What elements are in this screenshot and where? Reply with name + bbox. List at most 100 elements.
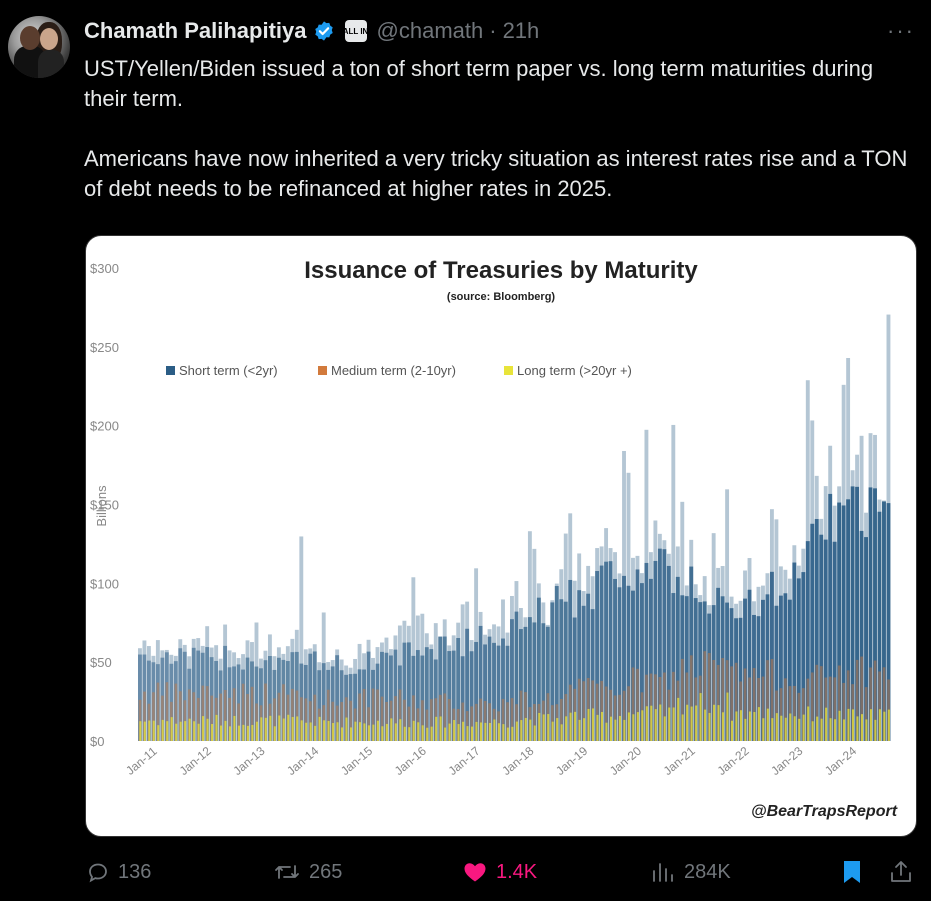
medium-term-bar bbox=[326, 689, 330, 741]
author-avatar[interactable] bbox=[8, 16, 70, 78]
medium-term-bar bbox=[362, 688, 366, 741]
legend-label-short: Short term (<2yr) bbox=[179, 363, 278, 378]
short-term-bar bbox=[716, 587, 721, 741]
short-term-bar bbox=[545, 626, 550, 741]
short-term-bar bbox=[518, 629, 523, 741]
medium-term-bar bbox=[860, 656, 863, 741]
more-options-icon[interactable]: ··· bbox=[887, 18, 915, 43]
y-tick-label: $0 bbox=[90, 734, 104, 749]
medium-term-bar bbox=[161, 695, 164, 741]
long-term-bar bbox=[471, 726, 474, 741]
long-term-bar bbox=[520, 720, 523, 741]
short-term-spike-bar bbox=[671, 424, 676, 741]
long-term-bar bbox=[255, 721, 258, 741]
heart-icon bbox=[464, 863, 486, 882]
bookmark-button[interactable] bbox=[840, 852, 872, 892]
long-term-bar bbox=[587, 708, 590, 741]
long-term-bar bbox=[435, 716, 438, 741]
x-tick-label: Jan-15 bbox=[338, 744, 375, 779]
short-term-bar bbox=[873, 488, 877, 741]
medium-term-bar bbox=[730, 666, 734, 741]
medium-term-bar bbox=[519, 690, 523, 741]
short-term-bar bbox=[254, 666, 259, 741]
short-term-bar bbox=[622, 575, 626, 741]
legend-swatch-long bbox=[504, 366, 513, 375]
long-term-bar bbox=[193, 721, 196, 741]
short-term-bar bbox=[191, 647, 196, 741]
author-name[interactable]: Chamath Palihapitiya bbox=[84, 18, 307, 43]
short-term-bar bbox=[855, 486, 860, 741]
medium-term-bar bbox=[313, 694, 317, 741]
long-term-bar bbox=[211, 724, 214, 741]
short-term-bar bbox=[389, 655, 393, 741]
short-term-bar bbox=[729, 608, 734, 741]
short-term-bar bbox=[353, 673, 358, 741]
long-term-bar bbox=[538, 712, 541, 741]
short-term-bar bbox=[752, 614, 756, 741]
tweet-timestamp[interactable]: 21h bbox=[502, 18, 540, 43]
short-term-bar bbox=[209, 657, 214, 741]
long-term-bar bbox=[825, 707, 828, 741]
medium-term-bar bbox=[622, 690, 626, 741]
separator-dot: · bbox=[489, 18, 497, 43]
reply-button[interactable]: 136 bbox=[86, 852, 151, 892]
long-term-bar bbox=[448, 723, 451, 741]
short-term-bar bbox=[783, 593, 788, 741]
medium-term-bar bbox=[559, 698, 563, 741]
short-term-bar bbox=[769, 571, 774, 741]
long-term-bar bbox=[636, 712, 639, 741]
legend-swatch-medium bbox=[318, 366, 327, 375]
short-term-bar bbox=[581, 605, 586, 741]
short-term-bar bbox=[527, 617, 532, 741]
long-term-bar bbox=[744, 718, 747, 741]
share-icon bbox=[891, 861, 911, 882]
long-term-bar bbox=[148, 720, 151, 741]
y-axis-label: Billions bbox=[94, 485, 109, 527]
short-term-bar bbox=[281, 659, 286, 741]
long-term-bar bbox=[323, 720, 326, 741]
medium-term-bar bbox=[600, 680, 604, 741]
short-term-bar bbox=[169, 663, 174, 741]
long-term-bar bbox=[206, 718, 209, 741]
long-term-bar bbox=[569, 712, 572, 741]
short-term-bar bbox=[460, 656, 465, 741]
like-button[interactable]: 1.4K bbox=[462, 852, 537, 892]
short-term-bar bbox=[631, 590, 635, 741]
medium-term-bar bbox=[716, 664, 720, 741]
y-tick-label: $200 bbox=[90, 419, 119, 434]
short-term-bar bbox=[805, 541, 810, 741]
share-button[interactable] bbox=[888, 852, 922, 892]
tweet-image-chart[interactable]: $0 $50 $100 $150 $200 $250 $300 Jan-11 Jan-12 Ja… bbox=[85, 235, 917, 837]
views-button[interactable]: 284K bbox=[650, 852, 731, 892]
long-term-bar bbox=[430, 726, 433, 741]
long-term-bar bbox=[722, 712, 725, 741]
author-handle[interactable]: @chamath bbox=[376, 18, 484, 43]
long-term-bar bbox=[789, 713, 792, 741]
long-term-bar bbox=[645, 706, 648, 741]
short-term-bar bbox=[832, 541, 837, 741]
short-term-bar bbox=[402, 642, 407, 741]
short-term-bar bbox=[317, 670, 322, 741]
all-in-badge-icon[interactable]: ALL IN bbox=[343, 20, 368, 42]
medium-term-bar bbox=[340, 702, 344, 741]
medium-term-bar bbox=[802, 688, 805, 741]
long-term-bar bbox=[820, 718, 823, 741]
long-term-bar bbox=[887, 709, 890, 741]
short-term-bar bbox=[146, 660, 151, 741]
medium-term-bar bbox=[470, 706, 474, 741]
short-term-bar bbox=[205, 647, 210, 741]
medium-term-bar bbox=[403, 699, 406, 741]
medium-term-bar bbox=[779, 688, 783, 741]
short-term-bar bbox=[330, 666, 335, 741]
long-term-bar bbox=[278, 715, 281, 741]
verified-badge-icon[interactable] bbox=[313, 20, 335, 42]
short-term-bar bbox=[707, 613, 712, 741]
short-term-bar bbox=[572, 617, 577, 741]
retweet-button[interactable]: 265 bbox=[273, 852, 342, 892]
short-term-bar bbox=[223, 645, 228, 741]
long-term-bar bbox=[650, 705, 653, 741]
medium-term-bar bbox=[707, 652, 711, 741]
medium-term-bar bbox=[483, 700, 487, 741]
medium-term-bar bbox=[878, 671, 881, 741]
chart-subtitle: (source: Bloomberg) bbox=[447, 291, 556, 303]
